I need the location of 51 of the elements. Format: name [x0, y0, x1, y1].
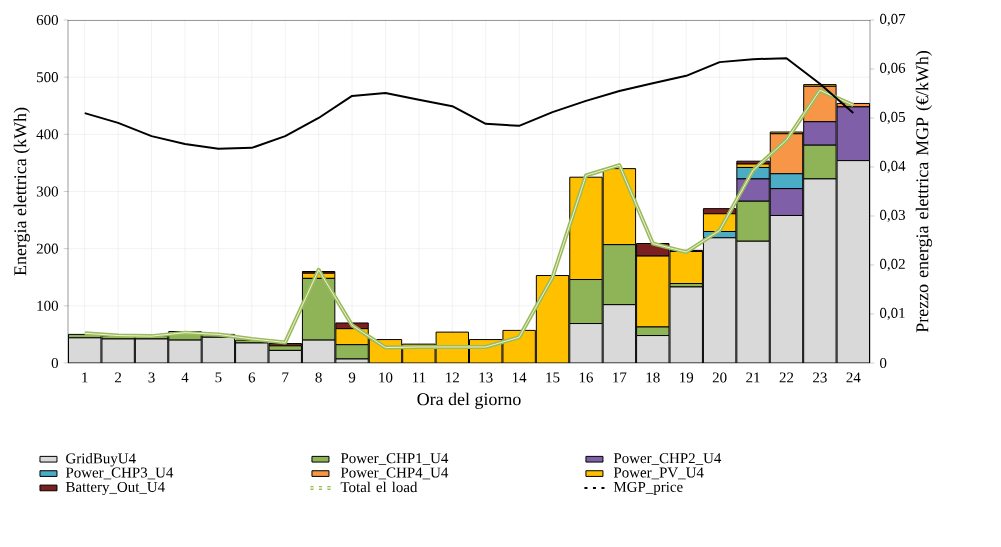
legend-label: Battery_Out_U4 — [65, 481, 165, 495]
legend-label: Power_CHP3_U4 — [65, 467, 174, 480]
y-tick-label: 200 — [36, 243, 59, 254]
x-tick-label: 14 — [512, 372, 527, 383]
legend-label: GridBuyU4 — [66, 452, 136, 467]
y-axis-title: Energia elettrica (kWh) — [13, 107, 31, 276]
y-tick-label: 300 — [36, 186, 59, 197]
x-tick-label: 17 — [613, 372, 627, 383]
x-tick-label: 22 — [779, 372, 794, 383]
y2-tick-label: 0,01 — [880, 307, 905, 321]
x-tick-label: 20 — [712, 372, 727, 383]
x-tick-label: 24 — [846, 372, 861, 383]
legend-label: Power_CHP2_U4 — [613, 453, 722, 465]
x-tick-label: 21 — [746, 372, 760, 383]
y2-tick-label: 0 — [880, 357, 887, 369]
y2-tick-label: 0,06 — [880, 62, 906, 76]
x-tick-label: 10 — [379, 372, 393, 383]
x-tick-label: 16 — [579, 372, 593, 383]
x-axis-title: Ora del giorno — [417, 392, 521, 409]
legend-label: MGP_price — [613, 481, 683, 495]
x-tick-label: 2 — [115, 372, 122, 383]
x-tick-label: 1 — [82, 372, 88, 383]
x-tick-label: 4 — [181, 372, 189, 383]
x-tick-label: 13 — [479, 372, 493, 383]
x-tick-label: 6 — [248, 372, 256, 383]
y2-tick-label: 0,02 — [880, 258, 905, 272]
y2-tick-label: 0,03 — [880, 209, 906, 223]
legend-label: Power_PV_U4 — [613, 467, 704, 480]
x-tick-label: 15 — [546, 372, 560, 383]
x-tick-label: 23 — [813, 372, 827, 383]
y-tick-label: 500 — [37, 72, 59, 83]
x-tick-label: 7 — [282, 372, 289, 383]
y-tick-label: 600 — [36, 14, 59, 26]
legend-label: Power_CHP1_U4 — [340, 453, 449, 465]
y2-tick-label: 0,04 — [880, 160, 906, 174]
y2-tick-label: 0,05 — [880, 111, 906, 125]
x-tick-label: 5 — [215, 372, 222, 383]
x-tick-label: 19 — [680, 372, 694, 383]
legend-label: Total el load — [340, 481, 418, 493]
y2-tick-label: 0,07 — [880, 13, 906, 27]
x-tick-label: 11 — [413, 372, 426, 383]
y-tick-label: 0 — [51, 357, 59, 369]
x-tick-label: 8 — [315, 372, 322, 383]
x-tick-label: 3 — [148, 372, 155, 383]
y-tick-label: 100 — [37, 300, 59, 311]
x-tick-label: 12 — [446, 372, 459, 383]
x-tick-label: 18 — [646, 372, 660, 383]
legend-label: Power_CHP4_U4 — [340, 467, 449, 480]
y2-axis-title: Prezzo energia elettrica MGP (€/kWh) — [915, 50, 933, 333]
x-tick-label: 9 — [348, 372, 356, 383]
y-tick-label: 400 — [36, 129, 59, 140]
